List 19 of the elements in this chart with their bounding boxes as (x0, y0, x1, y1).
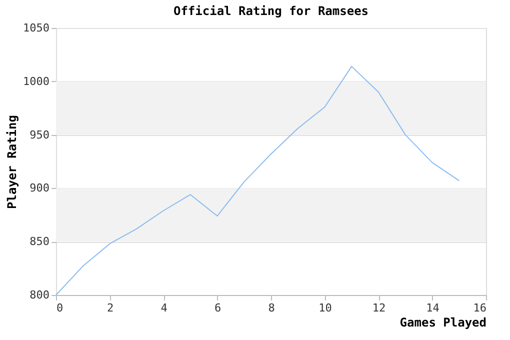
line-series (56, 66, 460, 296)
y-tick-label: 800 (30, 288, 50, 302)
x-tick-label: 16 (473, 302, 486, 314)
x-tick-label: 12 (372, 302, 386, 314)
x-tick-label: 0 (56, 302, 64, 314)
x-tick-label: 6 (214, 302, 222, 314)
y-tick-label: 950 (30, 128, 50, 142)
x-tick-label: 2 (106, 302, 114, 314)
x-tick-label: 14 (426, 302, 440, 314)
y-tick-label: 850 (30, 235, 50, 248)
y-tick-label: 1050 (23, 22, 50, 34)
y-axis-title: Player Rating (5, 115, 20, 209)
chart-title: Official Rating for Ramsees (173, 4, 369, 18)
x-tick-label: 10 (318, 302, 332, 314)
x-tick-label: 4 (160, 302, 168, 314)
x-tick-label: 8 (268, 302, 275, 314)
y-tick-label: 1000 (23, 74, 50, 88)
x-axis-title: Games Played (400, 316, 486, 330)
y-tick-label: 900 (30, 182, 50, 195)
